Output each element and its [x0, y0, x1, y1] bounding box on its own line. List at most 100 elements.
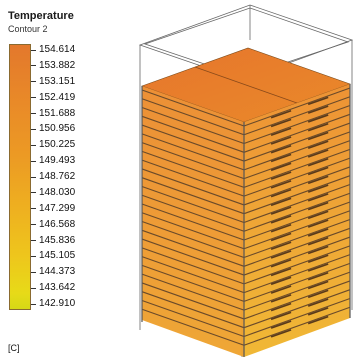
fin-edge: [243, 245, 351, 285]
fin-slot: [270, 294, 292, 303]
fin-edge: [141, 282, 245, 320]
fin-slot: [270, 153, 292, 163]
tick-mark: [31, 303, 36, 305]
fin-slot: [307, 184, 329, 193]
fin-edge: [243, 262, 351, 302]
heat-model-render: [138, 4, 354, 357]
fin-edge: [141, 273, 245, 311]
fin-edge: [243, 192, 351, 232]
tick-label: 150.225: [39, 139, 76, 151]
fin-slot: [270, 188, 292, 198]
fin-slot: [270, 206, 292, 215]
tick-row: 154.614: [31, 44, 75, 56]
fin-edge: [243, 219, 351, 259]
fin-slot: [307, 228, 329, 237]
fin-edge: [243, 166, 351, 206]
tick-label: 145.105: [39, 250, 76, 262]
fin-edge: [141, 107, 245, 145]
fin-edge: [141, 256, 245, 294]
tick-mark: [31, 81, 36, 83]
tick-label: 151.688: [39, 107, 76, 119]
fin-edge: [243, 175, 351, 215]
tick-label: 144.373: [39, 266, 76, 278]
tick-mark: [31, 160, 36, 162]
unit-label: [C]: [8, 343, 20, 353]
fin-edge: [141, 291, 245, 329]
fin-edge: [141, 115, 245, 153]
tick-row: 143.642: [31, 282, 75, 294]
tick-row: 153.882: [31, 60, 75, 72]
tick-mark: [31, 176, 36, 178]
fin-edge: [243, 289, 351, 329]
tick-mark: [31, 271, 36, 273]
fin-edge: [141, 185, 245, 223]
fin-slot: [307, 158, 329, 167]
fin-slot: [307, 140, 329, 150]
tick-label: 142.910: [39, 298, 76, 309]
fin-edge: [243, 105, 351, 145]
fin-slot: [307, 114, 329, 123]
fin-edge: [243, 87, 351, 127]
fin-edge: [243, 271, 351, 311]
fin-edge: [141, 150, 245, 188]
tick-row: 145.105: [31, 250, 75, 262]
fin-slot: [270, 302, 292, 312]
fin-slot: [307, 272, 329, 281]
fin-slot: [307, 175, 329, 185]
cooling-fins: [141, 87, 351, 346]
fin-edge: [243, 280, 351, 320]
tick-label: 152.419: [39, 91, 76, 103]
tick-label: 150.956: [39, 123, 76, 135]
tick-label: 154.614: [39, 44, 76, 55]
tick-mark: [31, 240, 36, 241]
fin-edge: [243, 157, 351, 197]
fin-slot: [270, 320, 292, 329]
tick-labels: 154.614 153.882 153.151 152.419 151.688 150.9…: [31, 44, 91, 310]
fin-edge: [141, 212, 245, 250]
tick-label: 146.568: [39, 218, 76, 230]
fin-edge: [141, 159, 245, 197]
fin-slot: [307, 96, 329, 106]
fin-edge: [243, 113, 351, 153]
fin-slot: [270, 136, 292, 145]
fin-slot: [270, 241, 292, 250]
tick-mark: [31, 113, 36, 114]
fin-slot: [270, 197, 292, 207]
fin-slot: [270, 127, 292, 136]
fin-slot: [307, 105, 329, 114]
fin-slot: [307, 315, 329, 325]
fin-slot: [307, 236, 329, 246]
tick-label: 148.030: [39, 186, 76, 198]
fin-slot: [270, 171, 292, 180]
fin-slot: [270, 250, 292, 259]
fin-slot: [307, 210, 329, 220]
tick-mark: [31, 97, 36, 99]
fin-slot: [307, 254, 329, 264]
tick-row: 148.762: [31, 171, 75, 183]
fin-edge: [141, 142, 245, 180]
fin-edge: [141, 229, 245, 267]
fin-slot: [270, 215, 292, 224]
tick-row: 145.836: [31, 235, 75, 247]
color-bar: [9, 44, 31, 310]
tick-mark: [31, 255, 36, 257]
fin-slot: [270, 259, 292, 268]
tick-row: 151.688: [31, 108, 75, 120]
fin-edge: [141, 264, 245, 302]
fin-edge: [141, 89, 245, 127]
fin-slot: [307, 193, 329, 202]
fin-slot: [270, 118, 292, 128]
fin-edge: [141, 168, 245, 206]
fin-slot: [270, 145, 292, 154]
legend-subtitle: Contour 2: [8, 24, 48, 34]
tick-row: 144.373: [31, 266, 75, 278]
fin-slot: [270, 223, 292, 233]
tick-label: 145.836: [39, 234, 76, 246]
fin-edge: [141, 238, 245, 276]
fin-edge: [243, 122, 351, 162]
tick-mark: [31, 144, 36, 146]
tick-label: 147.299: [39, 202, 76, 214]
tick-mark: [31, 224, 36, 226]
fin-slot: [270, 311, 292, 321]
fin-edge: [243, 297, 351, 337]
